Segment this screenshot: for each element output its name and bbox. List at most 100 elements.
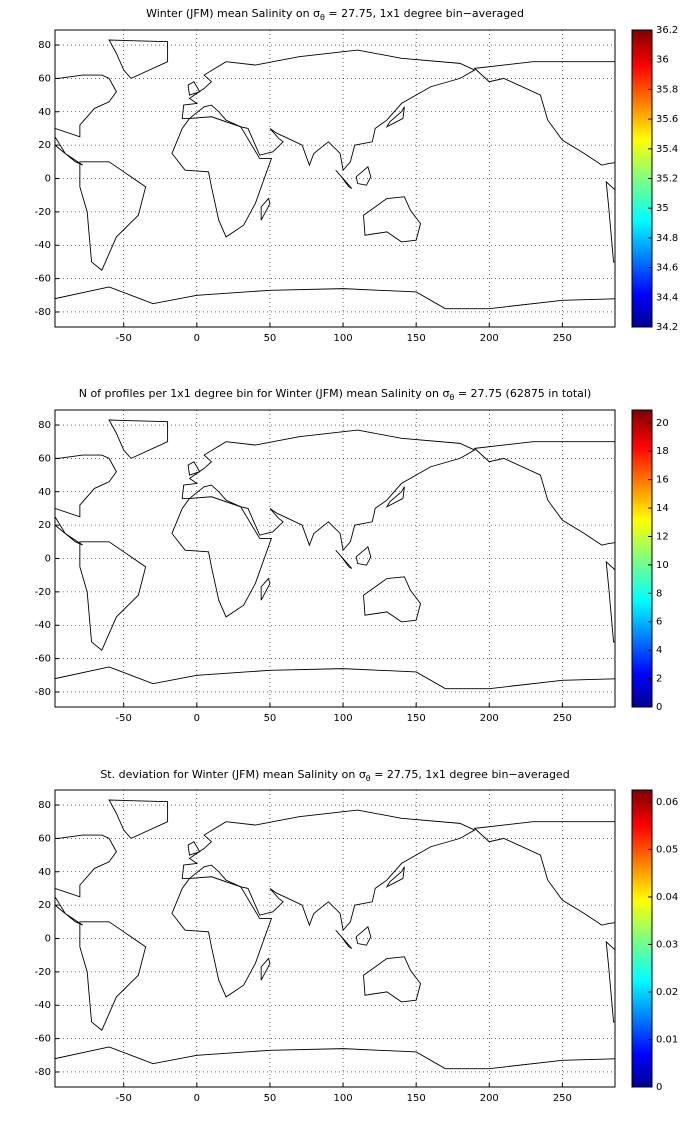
y-tick-label: -20 <box>35 207 51 218</box>
x-tick-label: -50 <box>116 713 132 724</box>
axes-frame <box>54 409 616 708</box>
colorbar-tick-label: 6 <box>656 617 662 628</box>
colorbar <box>631 409 653 708</box>
x-tick-label: 0 <box>194 333 200 344</box>
y-tick-label: -80 <box>35 687 51 698</box>
colorbar-tick-label: 0.03 <box>656 939 678 950</box>
x-tick-label: 250 <box>553 333 572 344</box>
colorbar-tick-label: 35.2 <box>656 174 678 185</box>
y-tick-label: 20 <box>38 140 51 151</box>
coastline <box>187 81 201 96</box>
colorbar-tick-label: 36.2 <box>656 25 678 36</box>
title-part: = 27.75, 1x1 degree bin−averaged <box>371 768 570 781</box>
y-tick-label: 80 <box>38 800 51 811</box>
coastline <box>260 577 271 601</box>
coastline <box>335 169 353 189</box>
title-part: θ <box>449 393 454 402</box>
colorbar-tick-label: 12 <box>656 531 669 542</box>
x-tick-label: 100 <box>333 1093 352 1104</box>
colorbar-tick-label: 14 <box>656 503 669 514</box>
colorbar-tick-label: 0.02 <box>656 987 678 998</box>
coastline <box>55 1046 615 1070</box>
coastline <box>79 161 147 271</box>
coastline <box>355 166 372 186</box>
coastline <box>79 921 147 1031</box>
x-tick-label: 50 <box>264 713 277 724</box>
title-part: St. deviation for Winter (JFM) mean Sali… <box>100 768 366 781</box>
coastline <box>181 49 476 172</box>
x-tick-label: 100 <box>333 333 352 344</box>
coastline <box>385 486 405 508</box>
y-tick-label: 0 <box>45 174 51 185</box>
chart-title: Winter (JFM) mean Salinity on σθ = 27.75… <box>146 7 524 22</box>
coastline <box>55 454 117 518</box>
coastline <box>335 929 353 949</box>
coastline <box>473 441 615 546</box>
coastline <box>55 515 84 546</box>
axes-frame <box>54 789 616 1088</box>
coastline <box>55 834 117 898</box>
colorbar-tick-label: 16 <box>656 475 669 486</box>
axes-frame <box>54 29 616 328</box>
x-tick-label: 150 <box>407 713 426 724</box>
y-tick-label: 60 <box>38 833 51 844</box>
coastlines <box>55 799 615 1070</box>
colorbar-tick-label: 34.6 <box>656 263 678 274</box>
coastline <box>181 809 476 932</box>
y-tick-label: 0 <box>45 554 51 565</box>
coastline <box>473 821 615 926</box>
y-tick-label: -40 <box>35 620 51 631</box>
coastline <box>108 419 169 459</box>
colorbar-tick-label: 35.4 <box>656 144 678 155</box>
y-tick-label: 40 <box>38 107 51 118</box>
y-tick-label: 60 <box>38 73 51 84</box>
coastline <box>55 895 84 926</box>
chart-title: St. deviation for Winter (JFM) mean Sali… <box>100 768 569 783</box>
y-tick-label: -60 <box>35 1034 51 1045</box>
title-part: θ <box>366 774 371 783</box>
coastline <box>385 106 405 128</box>
x-tick-label: 200 <box>480 333 499 344</box>
y-tick-label: 0 <box>45 934 51 945</box>
colorbar-tick-label: 0.06 <box>656 797 678 808</box>
x-tick-label: 100 <box>333 713 352 724</box>
coastline <box>108 799 169 839</box>
colorbar-tick-label: 0 <box>656 1082 662 1093</box>
y-tick-label: -80 <box>35 307 51 318</box>
colorbar-tick-label: 34.2 <box>656 322 678 333</box>
coastlines <box>55 419 615 690</box>
colorbar-tick-label: 0.04 <box>656 892 678 903</box>
colorbar-tick-label: 0.01 <box>656 1034 678 1045</box>
coastline <box>181 429 476 552</box>
x-tick-label: 50 <box>264 333 277 344</box>
title-part: = 27.75 (62875 in total) <box>454 387 591 400</box>
x-tick-label: -50 <box>116 333 132 344</box>
x-tick-label: 200 <box>480 1093 499 1104</box>
y-tick-label: -60 <box>35 274 51 285</box>
y-tick-label: -80 <box>35 1067 51 1078</box>
y-tick-label: 60 <box>38 453 51 464</box>
coastlines <box>55 39 615 310</box>
x-tick-label: 50 <box>264 1093 277 1104</box>
coastline <box>187 841 201 856</box>
colorbar-tick-label: 20 <box>656 418 669 429</box>
coastline <box>187 461 201 476</box>
x-tick-label: 150 <box>407 333 426 344</box>
coastline <box>605 180 615 263</box>
coastline <box>260 197 271 221</box>
colorbar-tick-label: 2 <box>656 674 662 685</box>
x-tick-label: 0 <box>194 713 200 724</box>
colorbar-tick-label: 4 <box>656 645 662 656</box>
y-tick-label: 20 <box>38 900 51 911</box>
x-tick-label: 250 <box>553 1093 572 1104</box>
y-tick-label: -40 <box>35 1000 51 1011</box>
colorbar-tick-label: 0.05 <box>656 844 678 855</box>
title-part: Winter (JFM) mean Salinity on σ <box>146 7 320 20</box>
coastline <box>605 940 615 1023</box>
coastline <box>171 496 273 618</box>
chart-title: N of profiles per 1x1 degree bin for Win… <box>79 387 592 402</box>
colorbar-tick-label: 8 <box>656 588 662 599</box>
coastline <box>385 866 405 888</box>
coastline <box>55 286 615 310</box>
x-tick-label: -50 <box>116 1093 132 1104</box>
